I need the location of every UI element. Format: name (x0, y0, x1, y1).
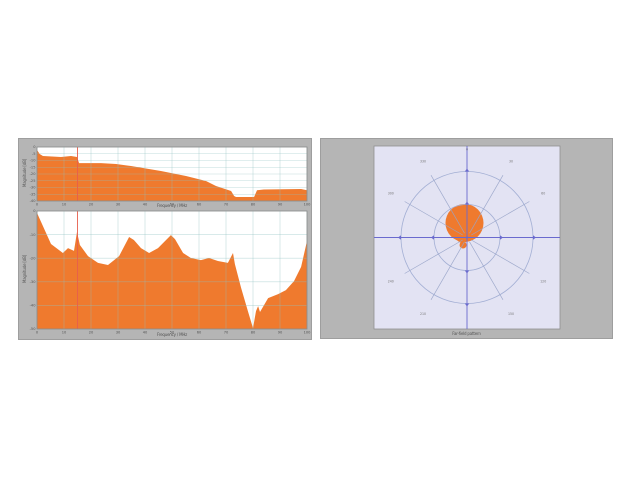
x-tick-label: 90 (278, 203, 283, 207)
y-tick-label: -20 (30, 172, 37, 176)
y-tick-label: -20 (30, 256, 37, 260)
polar-angle-label: 0 (466, 148, 468, 152)
x-tick-label: 20 (89, 331, 94, 335)
x-tick-label: 70 (224, 331, 229, 335)
polar-angle-label: 150 (508, 312, 514, 316)
polar-lobe (445, 203, 484, 242)
y-tick-label: -40 (30, 199, 37, 203)
x-tick-label: 90 (278, 331, 283, 335)
x-tick-label: 20 (89, 203, 94, 207)
polar-angle-label: 120 (540, 280, 546, 284)
polar-spoke (430, 241, 465, 301)
polar-angle-label: 30 (509, 159, 513, 163)
polar-spoke (471, 239, 530, 274)
x-tick-label: 70 (224, 203, 229, 207)
polar-angle-label: 210 (420, 312, 426, 316)
x-tick-label: 50 (170, 203, 175, 207)
y-tick-label: -35 (30, 192, 36, 196)
axis-arrow-marker (464, 303, 470, 307)
polar-spoke (469, 241, 504, 301)
y-tick-label: -40 (30, 304, 37, 308)
x-tick-label: 40 (143, 331, 148, 335)
axis-arrow-marker (464, 168, 470, 172)
y-tick-label: -10 (30, 233, 37, 237)
axis-arrow-marker (533, 235, 536, 240)
x-tick-label: 60 (197, 203, 202, 207)
x-tick-label: 100 (304, 203, 312, 207)
polar-spoke (471, 201, 530, 236)
x-tick-label: 80 (251, 203, 256, 207)
y-tick-label: -50 (30, 327, 37, 331)
y-tick-label: -30 (30, 186, 37, 190)
polar-spoke (404, 239, 463, 274)
polar-plot-canvas[interactable]: 0 30 60 120 150 210 240 300 330 (321, 139, 614, 340)
x-tick-label: 10 (62, 331, 67, 335)
polar-spoke (469, 174, 504, 234)
lower-chart-y-axis-title: Magnitude [dB] (22, 254, 27, 284)
polar-spoke (404, 201, 463, 236)
y-tick-label: 0 (33, 209, 36, 213)
y-tick-label: -25 (30, 179, 36, 183)
polar-angle-label: 330 (420, 159, 426, 163)
upper-chart-x-axis-title: Frequency / MHz (156, 202, 188, 208)
y-tick-label: -15 (30, 165, 36, 169)
x-tick-label: 60 (197, 331, 202, 335)
y-tick-label: -10 (30, 159, 37, 163)
frequency-charts-panel: 0 10 20 30 40 50 60 70 80 90 100 0 -5 -10 -15 -20 -25 -30… (18, 138, 312, 340)
upper-chart-y-axis-title: Magnitude [dB] (22, 158, 27, 188)
lower-chart-x-axis-title: Frequency / MHz (156, 332, 188, 337)
polar-origin-dot (465, 236, 469, 239)
axis-arrow-marker (398, 235, 401, 240)
x-tick-label: 30 (116, 331, 121, 335)
x-tick-label: 100 (304, 331, 312, 335)
y-tick-label: 0 (33, 145, 36, 149)
axis-arrow-marker (464, 201, 470, 205)
axis-arrow-marker (431, 235, 434, 240)
polar-pattern-panel: 0 30 60 120 150 210 240 300 330 Far-field patter… (320, 138, 613, 339)
polar-angle-label: 240 (388, 280, 394, 284)
polar-angle-label: 300 (388, 192, 394, 196)
x-tick-label: 30 (116, 203, 121, 207)
x-tick-label: 40 (143, 203, 148, 207)
axis-arrow-marker (464, 270, 470, 274)
x-tick-label: 80 (251, 331, 256, 335)
x-tick-label: 0 (36, 331, 39, 335)
plot-border (36, 210, 308, 330)
x-tick-label: 50 (170, 331, 175, 335)
area-charts-canvas[interactable]: 0 10 20 30 40 50 60 70 80 90 1000-5-10-15-20-25-30… (19, 139, 313, 341)
polar-spoke (430, 174, 465, 234)
axis-arrow-marker (500, 235, 503, 240)
y-tick-label: -5 (32, 152, 36, 156)
plot-border (36, 146, 308, 202)
x-tick-label: 0 (36, 203, 39, 207)
polar-angle-label: 60 (541, 192, 545, 196)
polar-plot-caption: Far-field pattern (452, 331, 481, 336)
x-tick-label: 10 (62, 203, 67, 207)
y-tick-label: -30 (30, 280, 37, 284)
